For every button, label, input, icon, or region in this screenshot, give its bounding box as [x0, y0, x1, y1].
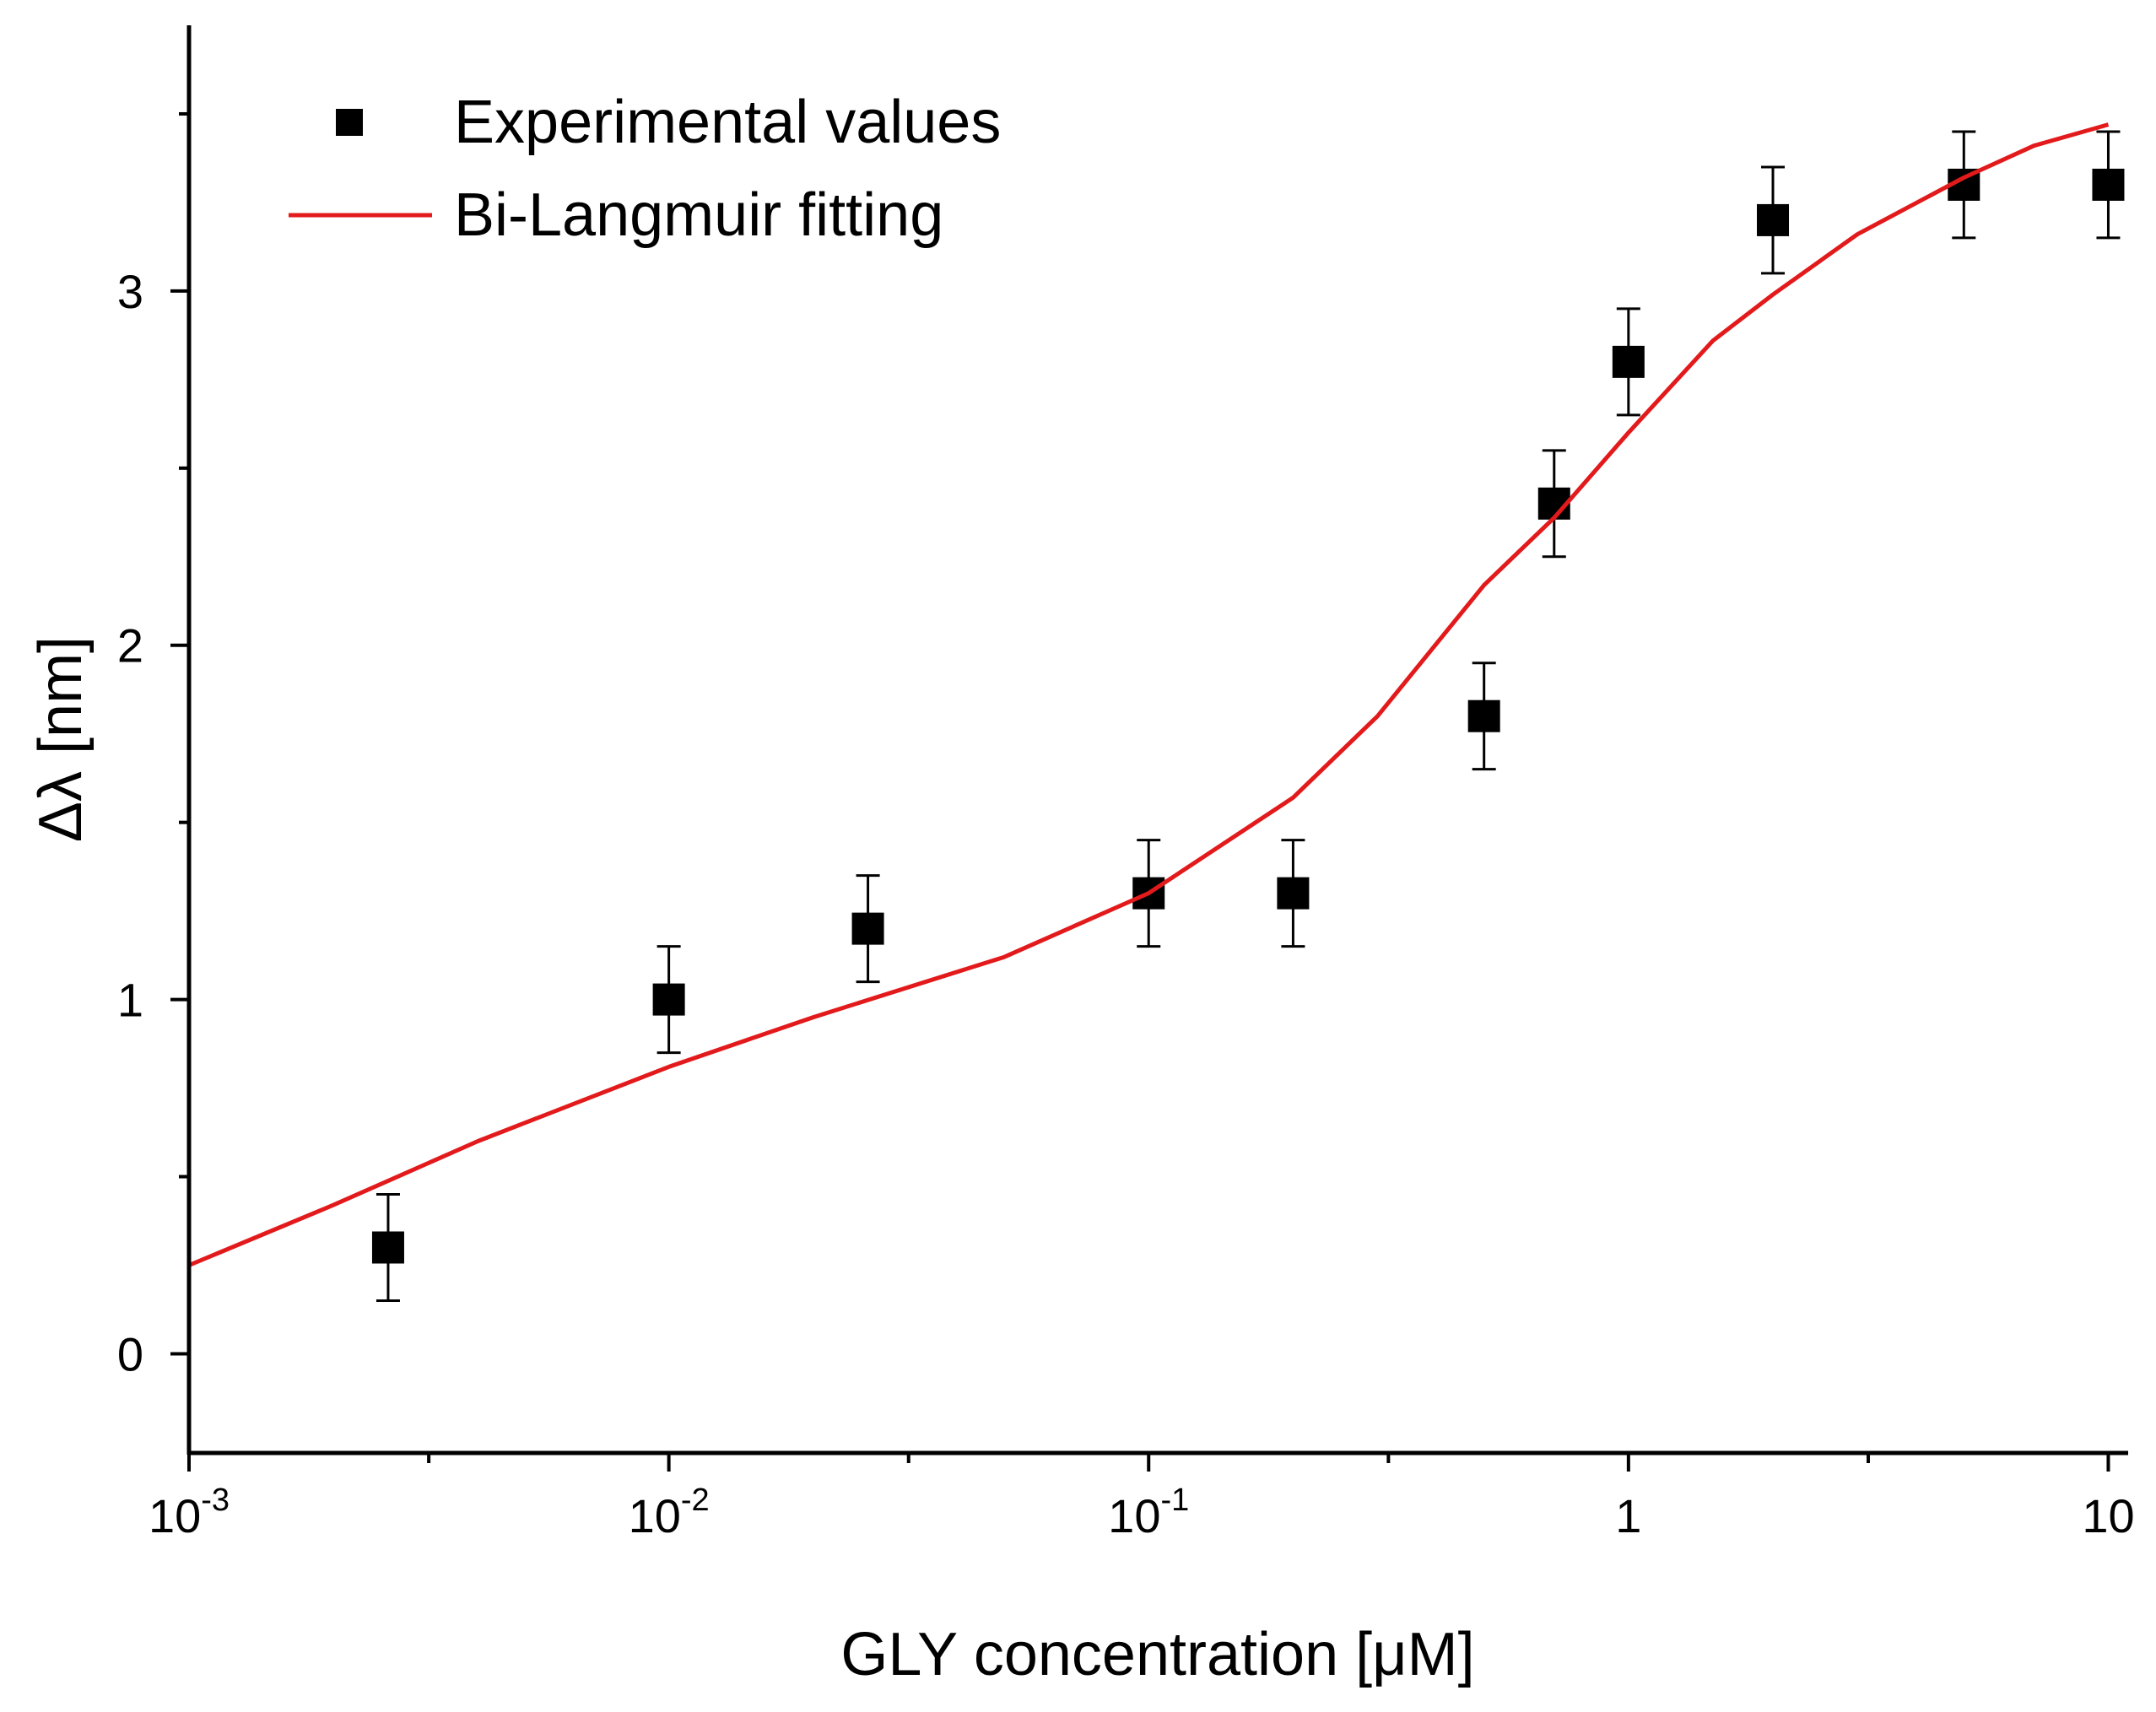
series-layer: [188, 122, 2125, 1302]
fit-curve: [188, 122, 2110, 1267]
data-point: [652, 983, 685, 1016]
data-point: [2092, 168, 2125, 201]
data-point: [1277, 877, 1310, 910]
legend: Experimental values Bi-Langmuir fitting: [289, 89, 1001, 249]
fit-series: [188, 122, 2110, 1267]
x-tick-label: 1: [1615, 1489, 1641, 1542]
legend-label: Bi-Langmuir fitting: [454, 181, 943, 249]
experimental-series: [371, 130, 2125, 1302]
data-point: [1612, 345, 1645, 378]
data-point: [851, 912, 884, 945]
x-tick-label-exponent: -1: [1160, 1482, 1189, 1518]
data-point: [1757, 203, 1790, 236]
y-tick-label: 0: [117, 1327, 143, 1380]
data-point: [1467, 699, 1500, 732]
legend-swatch-square: [336, 109, 363, 136]
x-tick-label-base: 1: [1615, 1489, 1641, 1542]
x-tick-label-base: 10: [149, 1489, 201, 1542]
y-axis-title: Δλ [nm]: [27, 636, 95, 842]
x-tick-label: 10-3: [149, 1482, 230, 1542]
x-tick-label-base: 10: [2082, 1489, 2134, 1542]
x-tick-label-base: 10: [1108, 1489, 1160, 1542]
x-axis-title: GLY concentration [μM]: [840, 1621, 1474, 1688]
y-tick-label: 3: [117, 265, 143, 318]
y-tick-label: 2: [117, 619, 143, 672]
x-tick-label-exponent: -2: [681, 1482, 710, 1518]
y-tick-label: 1: [117, 974, 143, 1027]
legend-label: Experimental values: [454, 89, 1001, 156]
x-tick-label: 10: [2082, 1489, 2134, 1542]
x-tick-label-base: 10: [629, 1489, 681, 1542]
x-tick-label-exponent: -3: [201, 1482, 230, 1518]
x-tick-label: 10-2: [629, 1482, 710, 1542]
tick-layer: [170, 111, 2110, 1472]
x-tick-label: 10-1: [1108, 1482, 1189, 1542]
data-point: [371, 1231, 404, 1264]
